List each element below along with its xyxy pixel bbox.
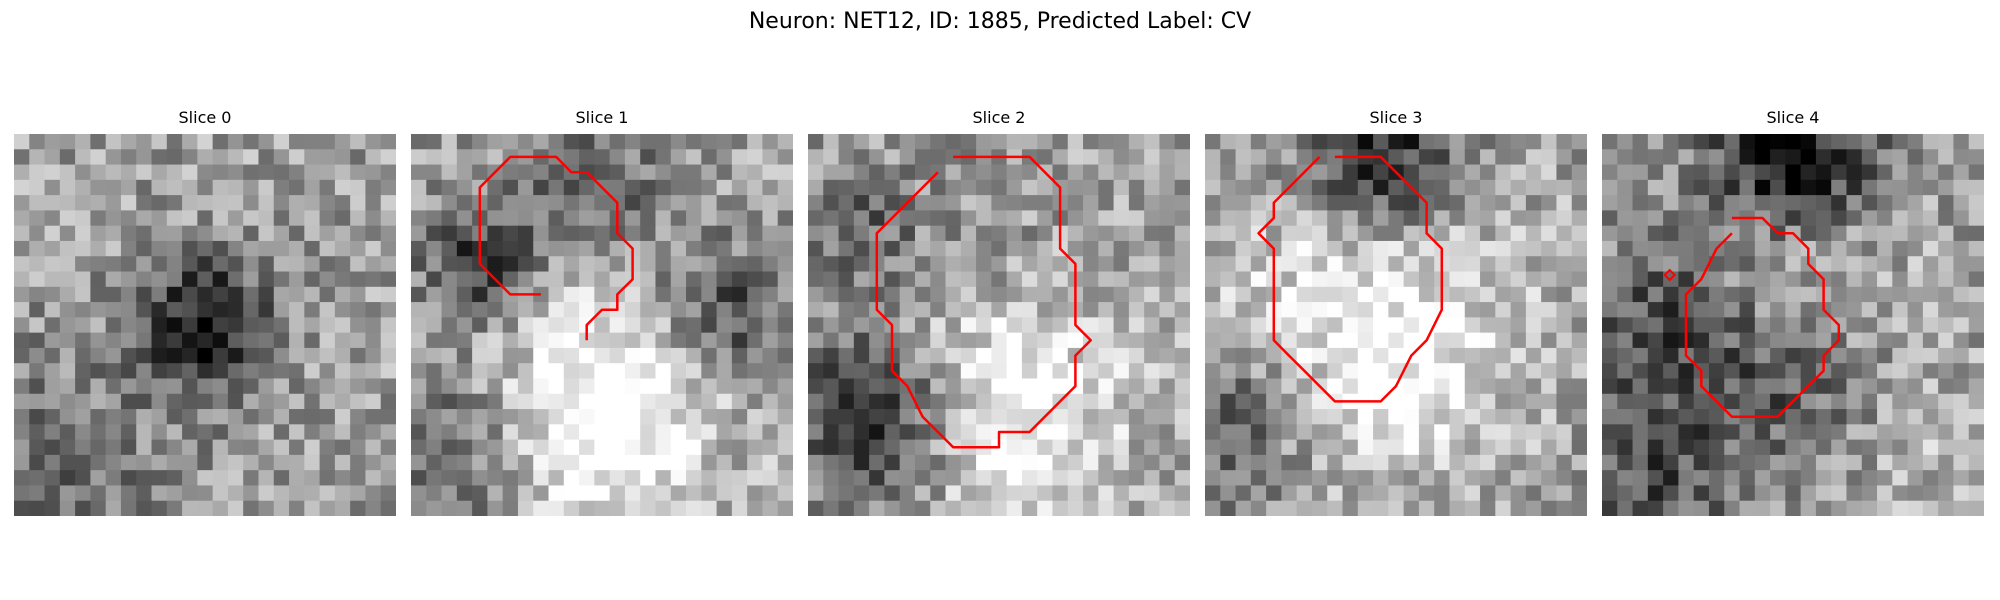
slice-svg [411,134,793,516]
pixel-grid [1205,134,1587,516]
pixel-grid [1602,134,1984,516]
slice-image [1602,134,1984,516]
pixel-grid [411,134,793,516]
panel-slice-3: Slice 3 [1205,108,1587,516]
segmentation-contour [1257,155,1444,403]
panel-title: Slice 1 [575,108,629,127]
figure-title: Neuron: NET12, ID: 1885, Predicted Label… [748,9,1252,34]
panel-title: Slice 0 [178,108,232,127]
slice-image [14,134,396,516]
panel-title: Slice 4 [1766,108,1820,127]
segmentation-contour [478,155,634,341]
slice-image [411,134,793,516]
pixel-grid [14,134,396,516]
slice-svg [1205,134,1587,516]
panel-title: Slice 2 [972,108,1026,127]
slice-image [1205,134,1587,516]
segmentation-contour [875,155,1092,449]
slice-svg [1602,134,1984,516]
slice-image [808,134,1190,516]
segmentation-contour [1684,216,1841,418]
panel-slice-4: Slice 4 [1602,108,1984,516]
panel-slice-2: Slice 2 [808,108,1190,516]
slice-svg [14,134,396,516]
contour-fragment [1663,268,1677,282]
panel-slice-1: Slice 1 [411,108,793,516]
panel-slice-0: Slice 0 [14,108,396,516]
pixel-grid [808,134,1190,516]
slice-svg [808,134,1190,516]
panel-title: Slice 3 [1369,108,1423,127]
